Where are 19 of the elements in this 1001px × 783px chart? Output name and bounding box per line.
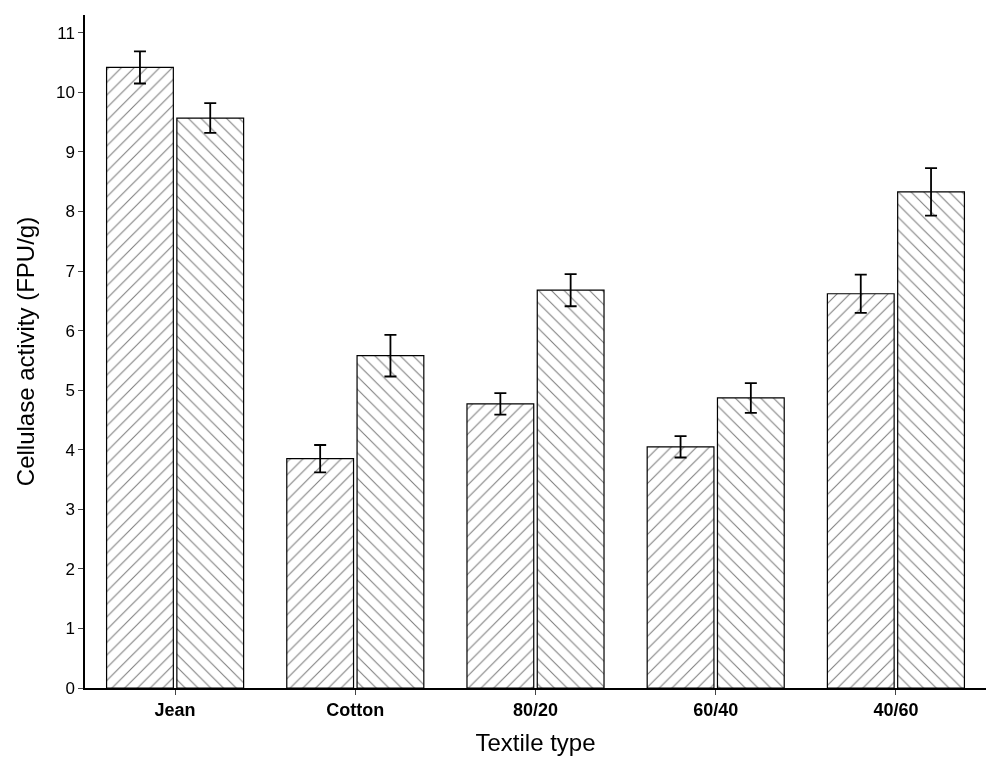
- y-tick-label: 3: [65, 500, 75, 520]
- y-tick-label: 9: [65, 142, 75, 162]
- x-axis-title: Textile type: [475, 729, 596, 757]
- y-tick-label: 6: [65, 321, 75, 341]
- y-tick-label: 5: [65, 381, 75, 401]
- x-tick-label: Cotton: [326, 700, 385, 721]
- y-tick-label: 10: [55, 83, 75, 103]
- x-tick-label: Jean: [154, 700, 196, 721]
- y-tick-label: 7: [65, 262, 75, 282]
- y-tick-label: 8: [65, 202, 75, 222]
- y-tick-label: 11: [57, 23, 75, 43]
- y-tick-label: 4: [65, 440, 75, 460]
- y-tick-label: 2: [65, 559, 75, 579]
- y-tick-label: 1: [65, 619, 75, 639]
- y-axis-title: Cellulase activity (FPU/g): [11, 216, 39, 487]
- x-tick-label: 60/40: [693, 700, 739, 721]
- x-tick-label: 40/60: [873, 700, 919, 721]
- y-tick-label: 0: [65, 678, 75, 698]
- x-tick-label: 80/20: [512, 700, 559, 721]
